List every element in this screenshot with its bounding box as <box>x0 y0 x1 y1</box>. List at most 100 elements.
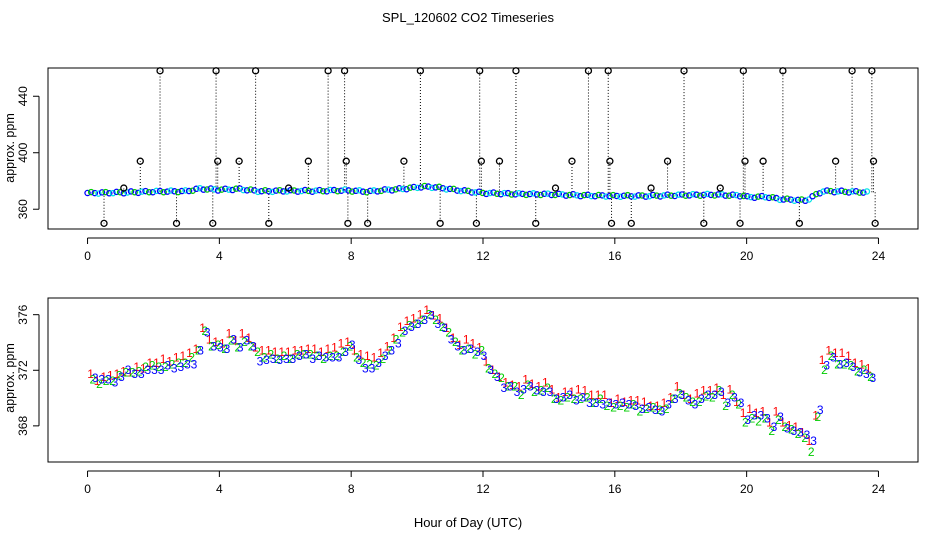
series-3-point: 3 <box>329 350 336 364</box>
series-2-point: 2 <box>538 384 545 398</box>
series-2-point: 2 <box>834 357 841 371</box>
series-1-point: 1 <box>212 335 219 349</box>
series-1-point: 1 <box>832 346 839 360</box>
series-1-point: 1 <box>140 361 147 375</box>
baseline-point <box>225 186 233 193</box>
series-1-point: 1 <box>193 342 200 356</box>
series-2-point: 2 <box>432 313 439 327</box>
series-2-point: 2 <box>689 395 696 409</box>
series-3-point: 3 <box>217 341 224 355</box>
baseline-point <box>762 194 769 201</box>
series-3-point: 3 <box>823 359 830 373</box>
series-2-point: 2 <box>300 348 307 362</box>
series-2-point: 2 <box>406 318 413 332</box>
baseline-point <box>497 190 505 198</box>
series-3-point: 3 <box>171 361 178 375</box>
series-3-point: 3 <box>461 343 468 357</box>
outlier-point <box>532 219 540 228</box>
baseline-point <box>765 194 773 202</box>
series-2-point: 2 <box>202 324 209 338</box>
series-1-point: 1 <box>522 373 529 387</box>
series-2-point: 2 <box>584 391 591 405</box>
baseline-point <box>646 192 653 200</box>
baseline-point <box>91 189 99 197</box>
series-2-point: 2 <box>169 357 176 371</box>
series-1-point: 1 <box>292 343 299 357</box>
series-3-point: 3 <box>151 363 158 377</box>
series-2-point: 2 <box>340 345 347 359</box>
baseline-point <box>856 189 863 196</box>
series-2-point: 2 <box>663 402 670 416</box>
baseline-point <box>700 191 708 199</box>
series-1-point: 1 <box>601 388 608 402</box>
baseline-point <box>334 187 341 195</box>
series-1-point: 1 <box>483 355 490 369</box>
series-2-point: 2 <box>380 352 387 366</box>
series-1-point: 1 <box>529 377 536 391</box>
baseline-point <box>446 185 454 193</box>
series-1-point: 1 <box>713 381 720 395</box>
series-3-point: 3 <box>428 309 435 323</box>
series-3-point: 3 <box>210 339 217 353</box>
baseline-point <box>758 192 766 200</box>
baseline-point <box>432 184 439 191</box>
series-1-point: 1 <box>865 361 872 375</box>
series-1-point: 1 <box>549 382 556 396</box>
baseline-point <box>696 192 704 199</box>
outlier-point <box>212 67 220 75</box>
baseline-point <box>464 187 472 195</box>
series-2-point: 2 <box>215 338 222 352</box>
series-2-point: 2 <box>478 343 485 357</box>
outlier-point <box>739 67 747 75</box>
series-3-point: 3 <box>698 392 705 406</box>
series-1-point: 1 <box>285 345 292 359</box>
series-2-point: 2 <box>142 360 149 374</box>
series-2-point: 2 <box>195 343 202 357</box>
baseline-point <box>396 184 403 192</box>
bottom-x-tick-label: 20 <box>740 482 754 496</box>
series-1-point: 1 <box>634 393 641 407</box>
series-2-point: 2 <box>419 313 426 327</box>
outlier-point <box>607 219 616 228</box>
series-3-point: 3 <box>500 381 507 395</box>
series-1-point: 1 <box>430 309 437 323</box>
baseline-point <box>602 193 610 200</box>
series-2-point: 2 <box>109 374 116 388</box>
series-1-point: 1 <box>582 384 589 398</box>
series-3-point: 3 <box>474 345 481 359</box>
series-3-point: 3 <box>342 345 349 359</box>
bottom-y-axis-label: approx. ppm <box>3 343 17 412</box>
baseline-point <box>167 187 175 194</box>
baseline-point <box>606 192 613 200</box>
series-3-point: 3 <box>672 392 679 406</box>
baseline-point <box>294 188 302 195</box>
outlier-point <box>512 67 520 75</box>
series-2-point: 2 <box>841 357 848 371</box>
series-3-point: 3 <box>863 367 870 381</box>
series-1-point: 1 <box>555 391 562 405</box>
series-1-point: 1 <box>219 336 226 350</box>
series-2-point: 2 <box>815 410 822 424</box>
outlier-point <box>741 157 749 165</box>
baseline-point <box>254 188 262 196</box>
series-1-point: 1 <box>114 367 121 381</box>
baseline-point <box>211 186 218 193</box>
series-1-point: 1 <box>186 346 193 360</box>
series-1-point: 1 <box>160 352 167 366</box>
baseline-point <box>341 186 349 193</box>
series-3-point: 3 <box>487 363 494 377</box>
series-3-point: 3 <box>784 421 791 435</box>
baseline-point <box>421 182 428 190</box>
baseline-point <box>381 186 389 193</box>
series-3-point: 3 <box>125 363 132 377</box>
baseline-point <box>258 187 265 195</box>
baseline-point <box>573 192 581 199</box>
baseline-point <box>359 188 367 195</box>
baseline-point <box>348 188 356 195</box>
outlier-point <box>627 219 635 228</box>
series-3-point: 3 <box>230 332 237 346</box>
series-3-point: 3 <box>448 332 455 346</box>
series-2-point: 2 <box>235 341 242 355</box>
baseline-point <box>261 186 269 194</box>
baseline-point <box>472 189 479 196</box>
